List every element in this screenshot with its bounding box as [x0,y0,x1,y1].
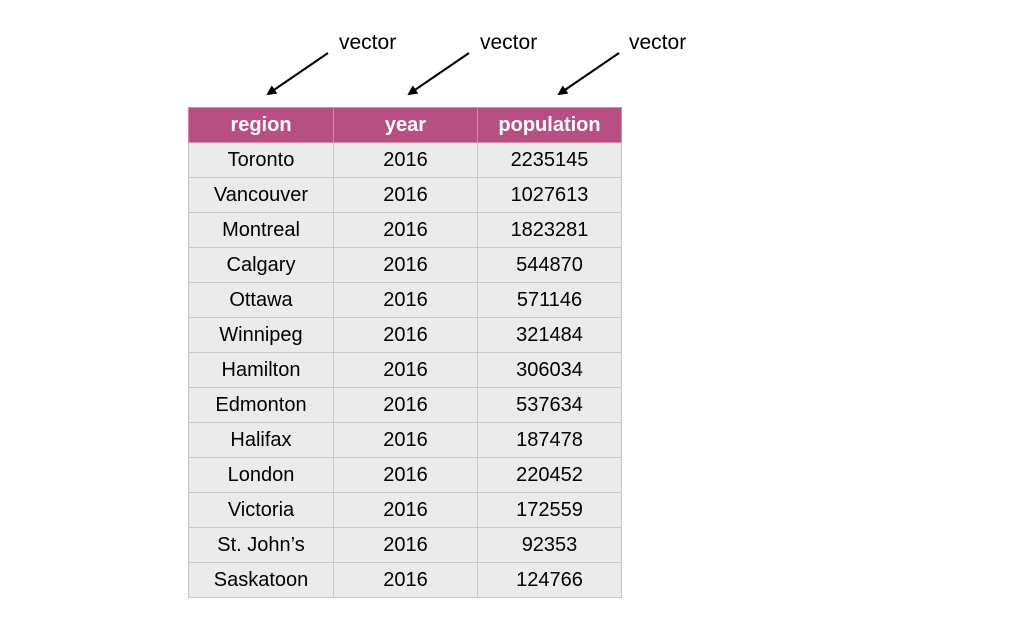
cell-population: 124766 [477,562,622,598]
cell-year: 2016 [333,422,478,458]
arrow-year [407,52,470,96]
cell-year: 2016 [333,247,478,283]
table-row: Calgary 2016 544870 [188,247,622,283]
cell-year: 2016 [333,177,478,213]
cell-year: 2016 [333,317,478,353]
cell-year: 2016 [333,562,478,598]
cell-population: 544870 [477,247,622,283]
cell-year: 2016 [333,492,478,528]
table-row: Toronto 2016 2235145 [188,142,622,178]
cell-year: 2016 [333,282,478,318]
cell-region: Saskatoon [188,562,334,598]
cell-region: Vancouver [188,177,334,213]
cell-population: 321484 [477,317,622,353]
cell-population: 1027613 [477,177,622,213]
column-header-population: population [477,107,622,143]
cell-year: 2016 [333,352,478,388]
cell-region: Victoria [188,492,334,528]
vector-label-population: vector [629,31,687,54]
table-row: Winnipeg 2016 321484 [188,317,622,353]
cell-region: Toronto [188,142,334,178]
table-row: St. John’s 2016 92353 [188,527,622,563]
cell-year: 2016 [333,457,478,493]
cell-population: 187478 [477,422,622,458]
table-row: Ottawa 2016 571146 [188,282,622,318]
table-row: Edmonton 2016 537634 [188,387,622,423]
column-header-year: year [333,107,478,143]
vector-label-region: vector [339,31,397,54]
table-row: London 2016 220452 [188,457,622,493]
cell-region: Montreal [188,212,334,248]
cell-population: 537634 [477,387,622,423]
cell-year: 2016 [333,387,478,423]
cell-population: 220452 [477,457,622,493]
cell-year: 2016 [333,527,478,563]
cell-population: 1823281 [477,212,622,248]
table-row: Victoria 2016 172559 [188,492,622,528]
cell-region: Hamilton [188,352,334,388]
cell-region: Ottawa [188,282,334,318]
cell-year: 2016 [333,212,478,248]
vector-label-year: vector [480,31,538,54]
cell-region: Calgary [188,247,334,283]
table-row: Hamilton 2016 306034 [188,352,622,388]
table-row: Halifax 2016 187478 [188,422,622,458]
column-header-region: region [188,107,334,143]
cell-population: 306034 [477,352,622,388]
table-row: Saskatoon 2016 124766 [188,562,622,598]
cell-population: 571146 [477,282,622,318]
cell-region: Winnipeg [188,317,334,353]
table-row: Vancouver 2016 1027613 [188,177,622,213]
cell-population: 172559 [477,492,622,528]
cell-region: London [188,457,334,493]
table-row: Montreal 2016 1823281 [188,212,622,248]
cell-region: St. John’s [188,527,334,563]
header-row: region year population [188,107,622,143]
cell-year: 2016 [333,142,478,178]
cell-region: Halifax [188,422,334,458]
cell-population: 2235145 [477,142,622,178]
arrow-region [266,52,329,96]
cell-region: Edmonton [188,387,334,423]
data-frame-table: region year population Toronto 2016 2235… [188,107,622,598]
cell-population: 92353 [477,527,622,563]
arrow-population [557,52,620,96]
